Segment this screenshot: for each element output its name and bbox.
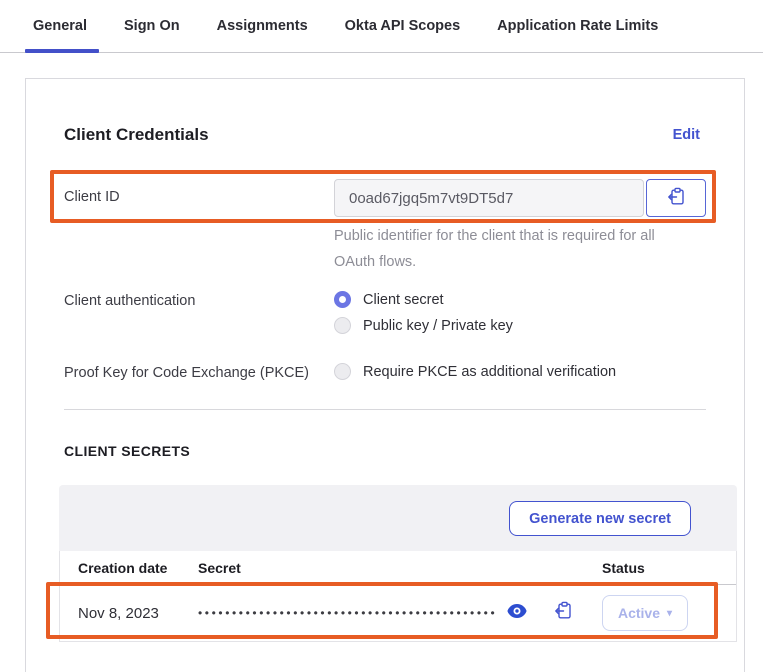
masked-secret-value: ••••••••••••••••••••••••••••••••••••••••… xyxy=(198,606,498,620)
clipboard-copy-icon xyxy=(667,187,686,209)
copy-client-id-button[interactable] xyxy=(646,179,706,217)
client-id-label: Client ID xyxy=(64,189,120,205)
section-divider xyxy=(64,409,706,410)
header-status: Status xyxy=(602,559,645,576)
pkce-option-label: Require PKCE as additional verification xyxy=(363,363,617,380)
header-secret: Secret xyxy=(198,559,241,576)
secret-cell: ••••••••••••••••••••••••••••••••••••••••… xyxy=(198,601,594,625)
pkce-option: Require PKCE as additional verification xyxy=(334,363,616,380)
client-id-row: Client ID xyxy=(64,179,706,217)
option-client-secret-label: Client secret xyxy=(363,291,444,308)
client-secrets-toolbar: Generate new secret xyxy=(59,485,737,551)
section-title-client-credentials: Client Credentials xyxy=(64,125,209,144)
tab-application-rate-limits[interactable]: Application Rate Limits xyxy=(497,18,659,34)
client-id-input[interactable] xyxy=(334,179,644,217)
status-dropdown-button[interactable]: Active ▾ xyxy=(602,595,688,631)
radio-client-secret-selected[interactable] xyxy=(334,291,351,308)
tab-assignments[interactable]: Assignments xyxy=(216,18,308,34)
pkce-checkbox[interactable] xyxy=(334,363,351,380)
client-secrets-table: Creation date Secret Status Nov 8, 2023 … xyxy=(59,551,737,642)
client-id-help-text: Public identifier for the client that is… xyxy=(334,228,655,270)
tab-general[interactable]: General xyxy=(25,0,99,53)
client-authentication-label: Client authentication xyxy=(64,293,196,309)
option-client-secret: Client secret xyxy=(334,291,513,308)
tab-sign-on[interactable]: Sign On xyxy=(124,18,180,34)
option-public-private-key: Public key / Private key xyxy=(334,317,513,334)
client-credentials-card: Client Credentials Edit Client ID Public… xyxy=(25,78,745,672)
chevron-down-icon: ▾ xyxy=(667,607,673,619)
reveal-secret-button[interactable] xyxy=(507,603,527,623)
radio-public-private-key[interactable] xyxy=(334,317,351,334)
clipboard-copy-icon xyxy=(554,601,573,625)
copy-secret-button[interactable] xyxy=(554,601,573,625)
edit-link[interactable]: Edit xyxy=(672,127,700,143)
app-tab-bar: General Sign On Assignments Okta API Sco… xyxy=(0,0,763,53)
option-public-private-key-label: Public key / Private key xyxy=(363,317,513,334)
generate-new-secret-button[interactable]: Generate new secret xyxy=(509,501,691,536)
client-id-controls xyxy=(334,179,706,217)
status-cell: Active ▾ xyxy=(594,595,724,631)
pkce-label: Proof Key for Code Exchange (PKCE) xyxy=(64,365,310,381)
table-header-row: Creation date Secret Status xyxy=(60,551,736,585)
client-authentication-options: Client secret Public key / Private key xyxy=(334,291,513,334)
table-row: Nov 8, 2023 ••••••••••••••••••••••••••••… xyxy=(60,585,736,642)
secret-creation-date: Nov 8, 2023 xyxy=(78,604,159,622)
header-creation-date: Creation date xyxy=(78,559,168,576)
eye-icon xyxy=(507,603,527,623)
tab-okta-api-scopes[interactable]: Okta API Scopes xyxy=(344,18,461,34)
section-title-client-secrets: CLIENT SECRETS xyxy=(64,443,191,459)
status-badge: Active xyxy=(617,605,660,621)
